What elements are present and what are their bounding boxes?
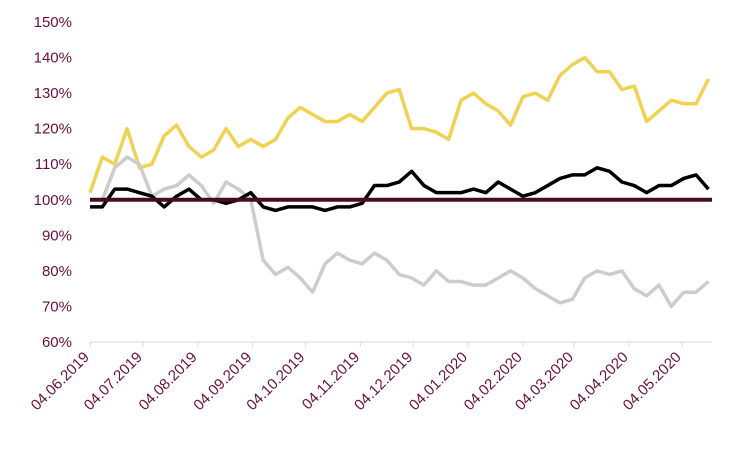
y-tick-label: 90% [42,227,72,244]
y-tick-label: 80% [42,263,72,280]
y-tick-label: 140% [34,50,72,67]
y-tick-label: 110% [35,156,72,173]
y-tick-label: 150% [34,14,72,31]
y-tick-label: 70% [42,298,72,315]
x-tick-label: 04.08.2019 [136,349,201,414]
line-series [88,55,711,194]
y-tick-label: 120% [34,121,72,138]
y-tick-label: 60% [42,334,72,351]
y-tick-label: 100% [34,192,72,209]
y-tick-label: 130% [34,85,72,102]
x-tick-label: 04.01.2020 [406,349,471,414]
line-series [90,166,710,213]
line-series [90,155,710,309]
